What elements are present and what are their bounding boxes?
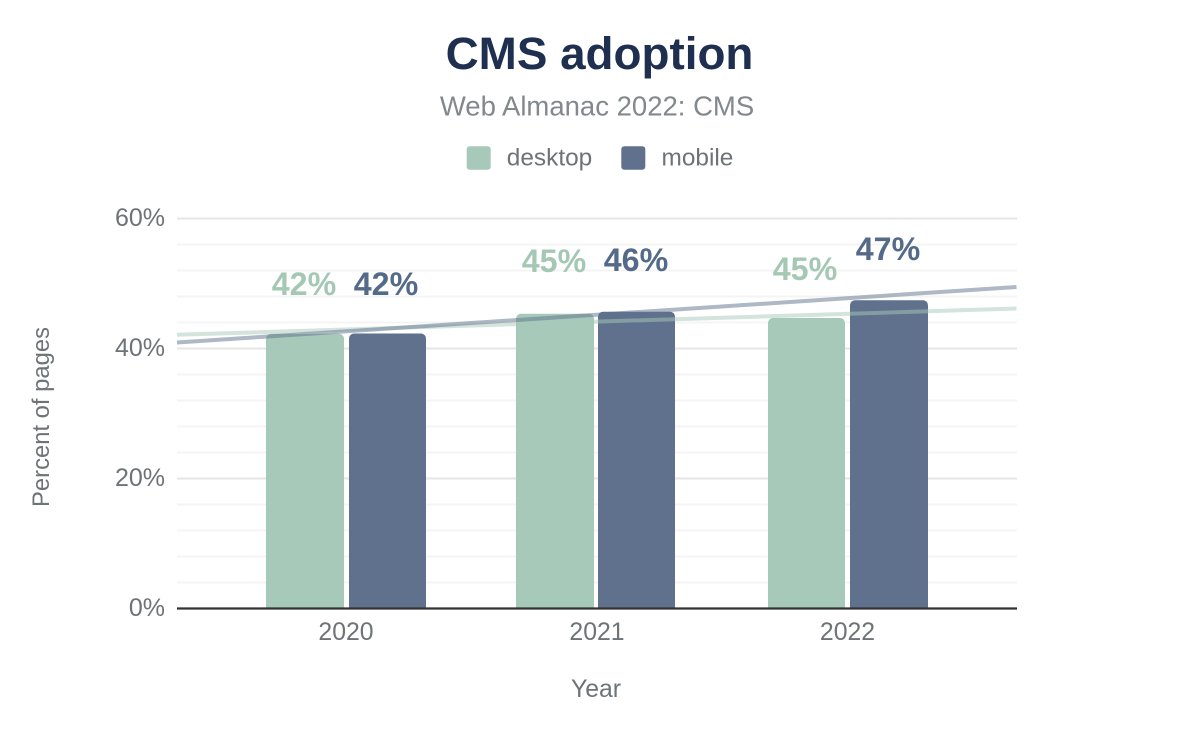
svg-text:45%: 45% bbox=[522, 243, 586, 279]
svg-text:Year: Year bbox=[571, 676, 621, 703]
svg-text:2021: 2021 bbox=[569, 619, 624, 646]
svg-text:2022: 2022 bbox=[820, 619, 875, 646]
svg-text:60%: 60% bbox=[115, 204, 165, 232]
svg-text:42%: 42% bbox=[272, 266, 336, 302]
svg-text:40%: 40% bbox=[115, 334, 165, 362]
svg-text:Percent of pages: Percent of pages bbox=[28, 327, 55, 507]
svg-text:46%: 46% bbox=[604, 242, 668, 278]
svg-text:20%: 20% bbox=[115, 464, 165, 492]
svg-text:47%: 47% bbox=[856, 231, 920, 267]
svg-text:CMS adoption: CMS adoption bbox=[446, 28, 754, 79]
svg-text:desktop: desktop bbox=[507, 145, 592, 172]
svg-text:0%: 0% bbox=[129, 594, 165, 622]
svg-text:Web Almanac 2022: CMS: Web Almanac 2022: CMS bbox=[440, 91, 754, 122]
svg-text:mobile: mobile bbox=[662, 145, 734, 172]
svg-text:42%: 42% bbox=[354, 266, 418, 302]
svg-text:2020: 2020 bbox=[318, 619, 373, 646]
svg-text:45%: 45% bbox=[773, 251, 837, 287]
